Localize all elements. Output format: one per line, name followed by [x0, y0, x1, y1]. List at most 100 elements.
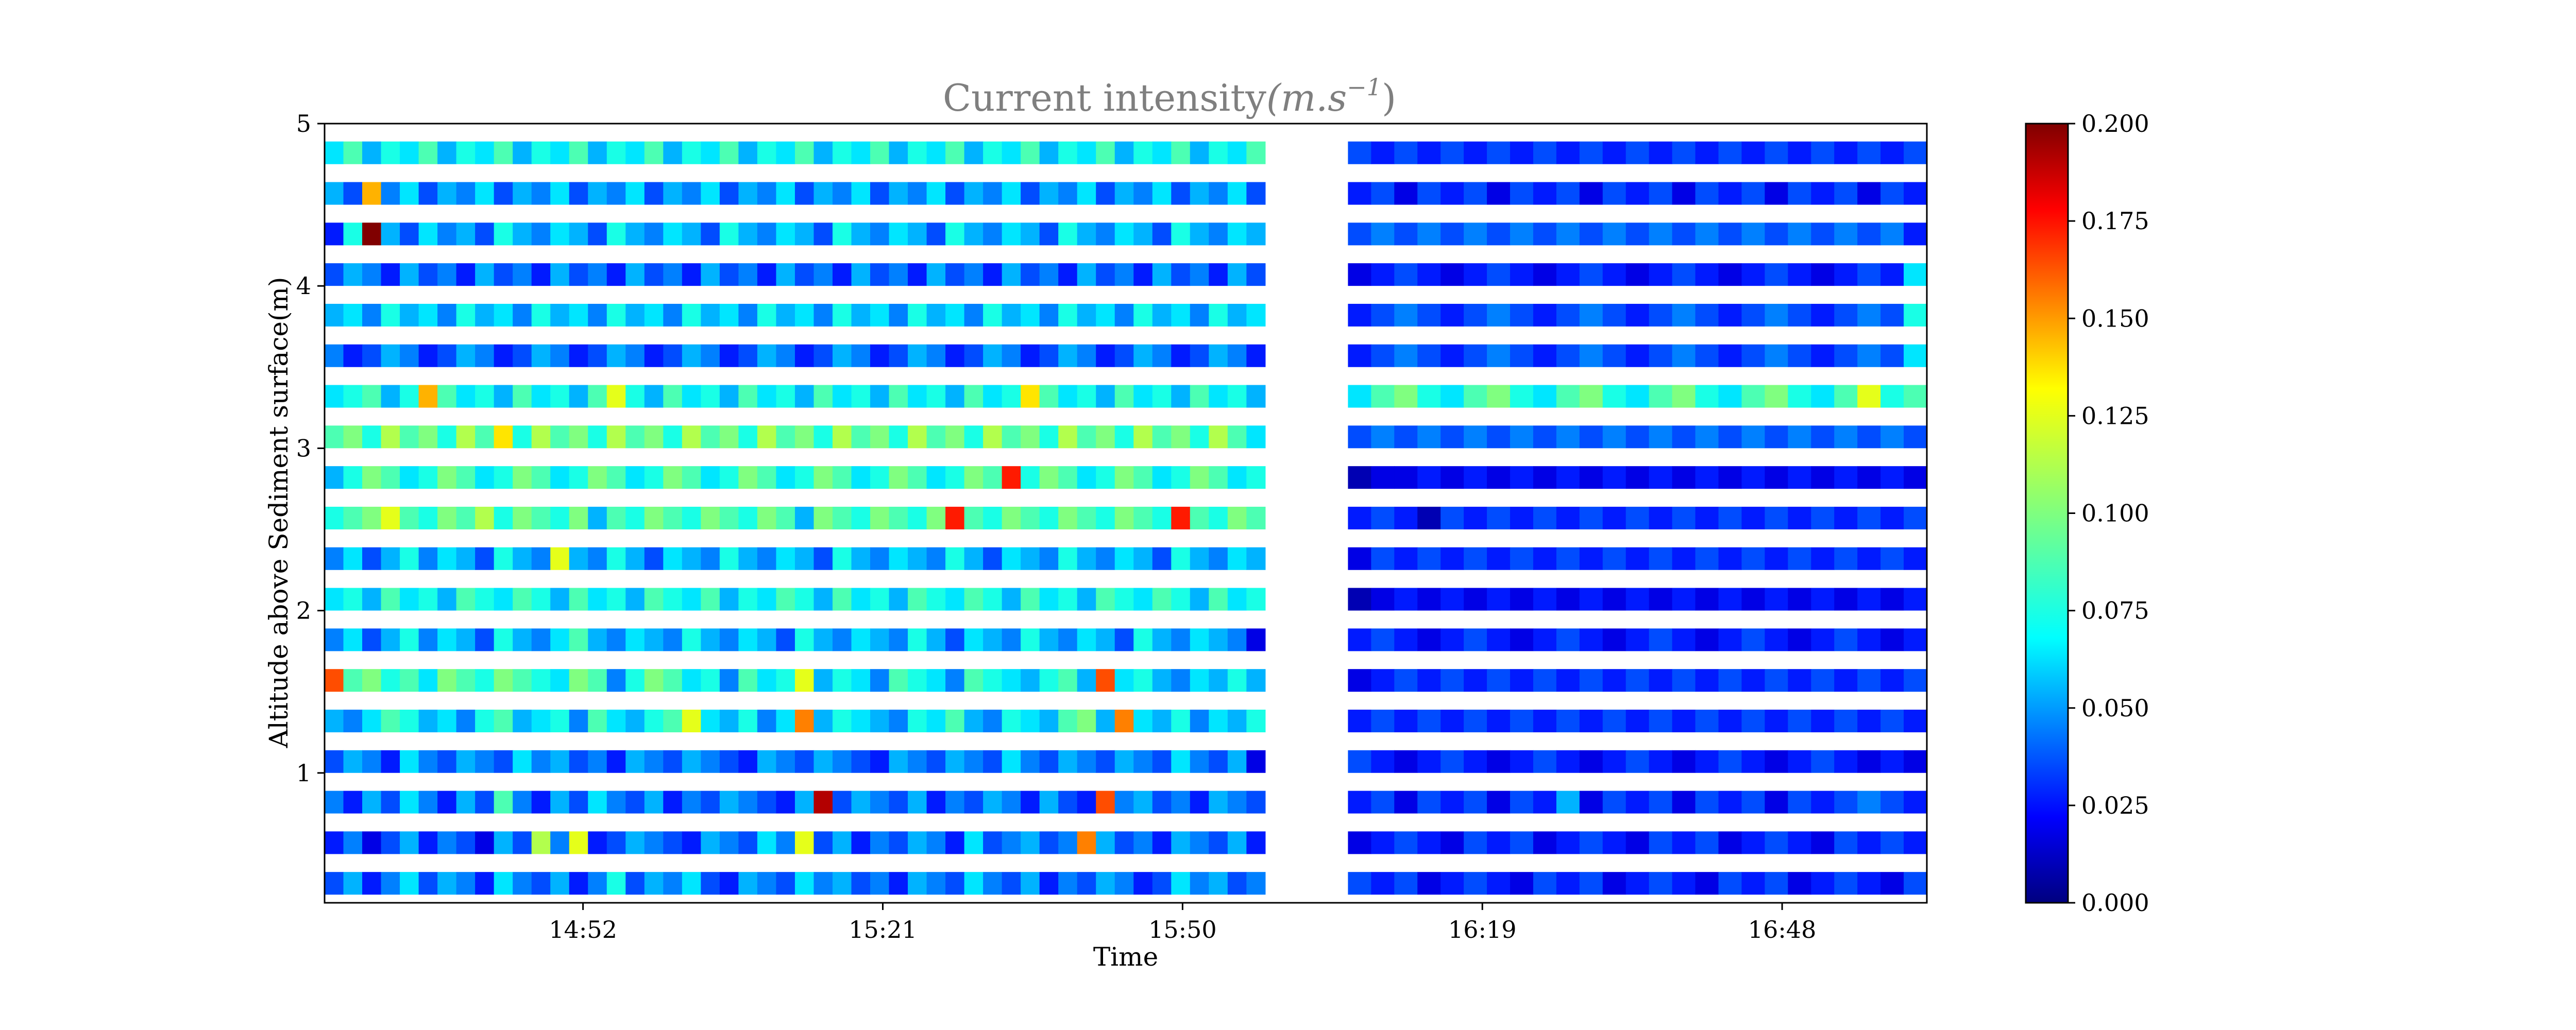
heatmap-cell	[1487, 345, 1511, 367]
heatmap-cell	[1115, 304, 1134, 327]
heatmap-cell	[1788, 588, 1811, 611]
heatmap-cell	[1133, 507, 1153, 529]
heatmap-cell	[362, 791, 381, 814]
heatmap-cell	[1228, 872, 1247, 895]
heatmap-cell	[1510, 425, 1534, 448]
heatmap-cell	[475, 710, 494, 732]
heatmap-cell	[1556, 831, 1580, 854]
heatmap-cell	[701, 466, 720, 489]
heatmap-cell	[550, 263, 569, 286]
colorbar-ticks: 0.0000.0250.0500.0750.1000.1250.1500.175…	[2068, 110, 2149, 917]
heatmap-cell	[1171, 304, 1190, 327]
heatmap-cell	[1510, 304, 1534, 327]
heatmap-cell	[1096, 669, 1115, 692]
heatmap-cell	[625, 142, 645, 164]
heatmap-cell	[1510, 628, 1534, 651]
heatmap-cell	[738, 142, 757, 164]
heatmap-cell	[475, 466, 494, 489]
heatmap-cell	[513, 628, 532, 651]
heatmap-cell	[381, 304, 400, 327]
heatmap-cell	[1719, 547, 1742, 570]
heatmap-cell	[776, 791, 795, 814]
heatmap-cell	[1190, 507, 1209, 529]
heatmap-cell	[776, 304, 795, 327]
heatmap-cell	[720, 831, 739, 854]
heatmap-cell	[1464, 385, 1487, 408]
heatmap-cell	[550, 466, 569, 489]
heatmap-cell	[494, 304, 513, 327]
heatmap-cell	[870, 263, 889, 286]
heatmap-cell	[945, 466, 964, 489]
heatmap-cell	[1246, 345, 1265, 367]
heatmap-cell	[1672, 425, 1696, 448]
heatmap-cell	[1371, 425, 1395, 448]
heatmap-cell	[1649, 425, 1673, 448]
heatmap-cell	[701, 507, 720, 529]
heatmap-cell	[1096, 791, 1115, 814]
heatmap-cell	[1788, 791, 1811, 814]
heatmap-cell	[1857, 710, 1881, 732]
y-tick-label: 3	[296, 434, 311, 462]
heatmap-cell	[532, 182, 551, 205]
heatmap-cell	[532, 791, 551, 814]
heatmap-cell	[1672, 588, 1696, 611]
heatmap-cell	[889, 507, 908, 529]
heatmap-cell	[1246, 385, 1265, 408]
heatmap-cell	[645, 425, 664, 448]
heatmap-cell	[1556, 425, 1580, 448]
heatmap-cell	[1096, 588, 1115, 611]
heatmap-cell	[1077, 466, 1096, 489]
heatmap-cell	[1228, 628, 1247, 651]
heatmap-cell	[456, 750, 476, 773]
heatmap-cell	[1246, 507, 1265, 529]
heatmap-cell	[738, 345, 757, 367]
heatmap-cell	[833, 872, 852, 895]
heatmap-cell	[1394, 669, 1418, 692]
x-axis-label: Time	[1093, 942, 1158, 972]
heatmap-cell	[720, 628, 739, 651]
heatmap-cell	[588, 385, 607, 408]
heatmap-cell	[1719, 263, 1742, 286]
heatmap-cell	[1417, 750, 1441, 773]
heatmap-cell	[795, 507, 814, 529]
heatmap-cell	[494, 182, 513, 205]
heatmap-cell	[344, 425, 363, 448]
heatmap-cell	[757, 791, 776, 814]
heatmap-cell	[701, 831, 720, 854]
heatmap-cell	[908, 222, 927, 245]
heatmap-cell	[1077, 710, 1096, 732]
heatmap-cell	[1002, 304, 1021, 327]
heatmap-cell	[1440, 385, 1464, 408]
heatmap-cell	[795, 142, 814, 164]
heatmap-cell	[682, 142, 701, 164]
heatmap-cell	[814, 750, 833, 773]
heatmap-cell	[1696, 385, 1719, 408]
heatmap-cell	[1002, 831, 1021, 854]
heatmap-cell	[1626, 466, 1650, 489]
heatmap-cell	[682, 263, 701, 286]
heatmap-cell	[475, 588, 494, 611]
heatmap-cell	[1348, 710, 1371, 732]
heatmap-cell	[1348, 507, 1371, 529]
heatmap-cell	[1811, 831, 1835, 854]
heatmap-cell	[1002, 507, 1021, 529]
heatmap-cell	[1077, 385, 1096, 408]
heatmap-cell	[344, 182, 363, 205]
heatmap-cell	[1171, 710, 1190, 732]
heatmap-cell	[833, 263, 852, 286]
heatmap-cell	[645, 222, 664, 245]
heatmap-cell	[456, 182, 476, 205]
heatmap-cell	[1580, 142, 1603, 164]
heatmap-cell	[456, 425, 476, 448]
heatmap-cell	[1058, 872, 1077, 895]
heatmap-cell	[1719, 345, 1742, 367]
heatmap-cell	[475, 628, 494, 651]
heatmap-cell	[908, 750, 927, 773]
heatmap-cell	[381, 710, 400, 732]
heatmap-cell	[1209, 385, 1228, 408]
heatmap-cell	[607, 466, 626, 489]
heatmap-cell	[964, 222, 984, 245]
heatmap-cell	[1153, 345, 1172, 367]
heatmap-cell	[344, 385, 363, 408]
heatmap-cell	[1880, 222, 1904, 245]
